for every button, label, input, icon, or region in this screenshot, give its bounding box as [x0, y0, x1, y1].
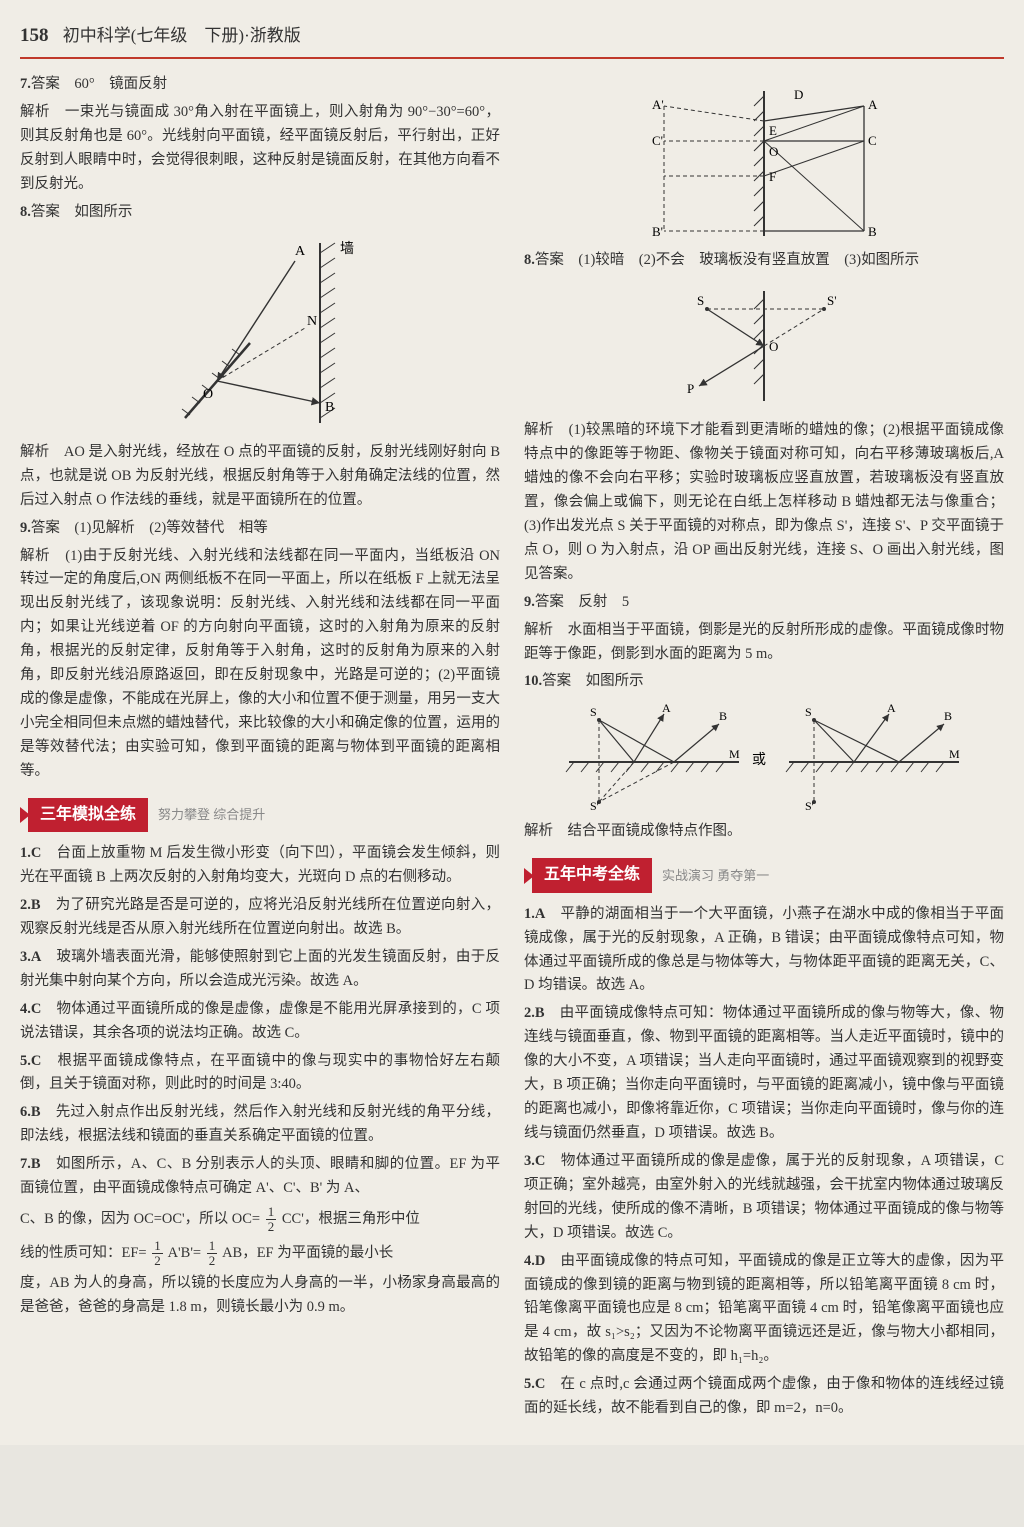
m4: 4.C 物体通过平面镜所成的像是虚像，虚像是不能用光屏承接到的，C 项说法错误，…	[20, 998, 500, 1046]
svg-text:D: D	[794, 87, 803, 102]
svg-text:S: S	[697, 293, 704, 308]
z4: 4.D 由平面镜成像的特点可知，平面镜成的像是正立等大的虚像，因为平面镜成的像到…	[524, 1250, 1004, 1370]
svg-text:B': B'	[652, 224, 663, 239]
svg-text:S': S'	[827, 293, 837, 308]
q7-explain: 解析 一束光与镜面成 30°角入射在平面镜上，则入射角为 90°−30°=60°…	[20, 101, 500, 197]
svg-text:S: S	[805, 705, 812, 719]
right-top-figure: D A A' E C C' O F B B'	[524, 81, 1004, 241]
m1: 1.C 台面上放重物 M 后发生微小形变（向下凹），平面镜会发生倾斜，则光在平面…	[20, 842, 500, 890]
m7-line1: 7.B 如图所示，A、C、B 分别表示人的头顶、眼睛和脚的位置。EF 为平面镜位…	[20, 1153, 500, 1201]
section-title: 五年中考全练	[532, 858, 652, 892]
z1: 1.A 平静的湖面相当于一个大平面镜，小燕子在湖水中成的像相当于平面镜成像，属于…	[524, 903, 1004, 999]
m7-line3: 线的性质可知：EF= 12 A'B'= 12 AB，EF 为平面镜的最小长	[20, 1239, 500, 1269]
svg-text:A: A	[662, 702, 671, 715]
svg-text:A': A'	[652, 97, 664, 112]
svg-text:E: E	[769, 123, 777, 138]
right-column: D A A' E C C' O F B B' 8.答案 (1)较暗 (2)不会 …	[524, 73, 1004, 1425]
svg-text:O: O	[769, 144, 778, 159]
svg-text:P: P	[687, 381, 694, 396]
svg-text:F: F	[769, 169, 776, 184]
lbl-B: B	[325, 400, 334, 415]
q9-explain: 解析 (1)由于反射光线、入射光线和法线都在同一平面内，当纸板沿 ON 转过一定…	[20, 545, 500, 784]
section-banner-3year: 三年模拟全练 努力攀登 综合提升	[20, 798, 500, 832]
q8-explain: 解析 AO 是入射光线，经放在 O 点的平面镜的反射，反射光线刚好射向 B 点，…	[20, 441, 500, 513]
z3: 3.C 物体通过平面镜所成的像是虚像，属于光的反射现象，A 项错误，C 项正确；…	[524, 1150, 1004, 1246]
lbl-O: O	[203, 387, 213, 402]
r-q8-figure: S S' O P	[524, 281, 1004, 411]
r-q9-answer: 9.答案 反射 5	[524, 591, 1004, 615]
svg-text:A: A	[887, 702, 896, 715]
q7-answer: 7.答案 60° 镜面反射	[20, 73, 500, 97]
fraction-3: 12	[207, 1239, 218, 1269]
q8-answer: 8.答案 如图所示	[20, 201, 500, 225]
page: 158 初中科学(七年级 下册)·浙教版 7.答案 60° 镜面反射 解析 一束…	[0, 0, 1024, 1445]
svg-text:S: S	[590, 705, 597, 719]
left-column: 7.答案 60° 镜面反射 解析 一束光与镜面成 30°角入射在平面镜上，则入射…	[20, 73, 500, 1425]
svg-text:M: M	[949, 747, 960, 761]
m7-line4: 度，AB 为人的身高，所以镜的长度应为人身高的一半，小杨家身高最高的是爸爸，爸爸…	[20, 1272, 500, 1320]
lbl-wall: 墙	[340, 241, 354, 257]
svg-text:A: A	[868, 97, 878, 112]
section-title: 三年模拟全练	[28, 798, 148, 832]
q8-figure: A B N O 墙	[20, 233, 500, 433]
r-q8-explain: 解析 (1)较黑暗的环境下才能看到更清晰的蜡烛的像；(2)根据平面镜成像特点中的…	[524, 419, 1004, 586]
r-q9-explain: 解析 水面相当于平面镜，倒影是光的反射所形成的虚像。平面镜成像时物距等于像距，倒…	[524, 619, 1004, 667]
lbl-A: A	[295, 244, 306, 259]
svg-text:B: B	[719, 709, 727, 723]
svg-text:S': S'	[590, 799, 599, 812]
z5: 5.C 在 c 点时,c 会通过两个镜面成两个虚像，由于像和物体的连线经过镜面的…	[524, 1373, 1004, 1421]
fraction-2: 12	[152, 1239, 163, 1269]
page-header: 158 初中科学(七年级 下册)·浙教版	[20, 20, 1004, 59]
fraction-1: 12	[266, 1205, 277, 1235]
svg-text:B: B	[944, 709, 952, 723]
q9-answer: 9.答案 (1)见解析 (2)等效替代 相等	[20, 517, 500, 541]
svg-text:O: O	[769, 339, 778, 354]
svg-text:或: 或	[752, 752, 766, 768]
section-subtitle: 努力攀登 综合提升	[158, 804, 265, 825]
section-subtitle: 实战演习 勇夺第一	[662, 865, 769, 886]
r-q10-answer: 10.答案 如图所示	[524, 670, 1004, 694]
svg-text:C': C'	[652, 133, 663, 148]
r-q10-figure: S A B M S' 或	[524, 702, 1004, 812]
m2: 2.B 为了研究光路是否是可逆的，应将光沿反射光线所在位置逆向射入，观察反射光线…	[20, 894, 500, 942]
m5: 5.C 根据平面镜成像特点，在平面镜中的像与现实中的事物恰好左右颠倒，且关于镜面…	[20, 1050, 500, 1098]
m3: 3.A 玻璃外墙表面光滑，能够使照射到它上面的光发生镜面反射，由于反射光集中射向…	[20, 946, 500, 994]
section-banner-5year: 五年中考全练 实战演习 勇夺第一	[524, 858, 1004, 892]
r-q10-explain: 解析 结合平面镜成像特点作图。	[524, 820, 1004, 844]
page-title: 初中科学(七年级 下册)·浙教版	[63, 26, 301, 45]
m7-line2: C、B 的像，因为 OC=OC'，所以 OC= 12 CC'，根据三角形中位	[20, 1205, 500, 1235]
svg-text:B: B	[868, 224, 877, 239]
m6: 6.B 先过入射点作出反射光线，然后作入射光线和反射光线的角平分线，即法线，根据…	[20, 1101, 500, 1149]
svg-text:M: M	[729, 747, 740, 761]
lbl-N: N	[307, 314, 317, 329]
r-q8-answer: 8.答案 (1)较暗 (2)不会 玻璃板没有竖直放置 (3)如图所示	[524, 249, 1004, 273]
z2: 2.B 由平面镜成像特点可知：物体通过平面镜所成的像与物等大，像、物连线与镜面垂…	[524, 1002, 1004, 1146]
svg-text:S': S'	[805, 799, 814, 812]
columns: 7.答案 60° 镜面反射 解析 一束光与镜面成 30°角入射在平面镜上，则入射…	[20, 73, 1004, 1425]
page-number: 158	[20, 25, 49, 46]
svg-text:C: C	[868, 133, 877, 148]
